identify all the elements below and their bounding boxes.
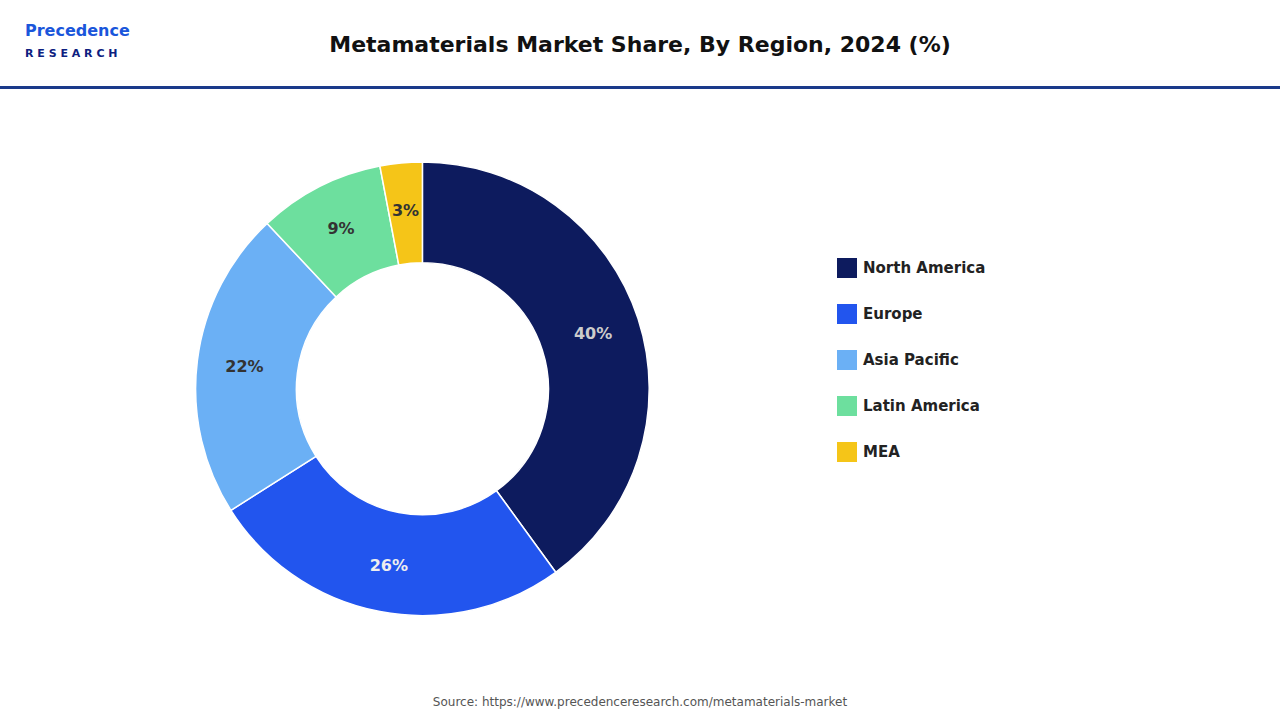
svg-text:3%: 3% (392, 201, 419, 220)
svg-text:22%: 22% (225, 357, 263, 376)
svg-text:9%: 9% (327, 219, 354, 238)
svg-text:North America: North America (863, 259, 985, 277)
svg-text:Metamaterials Market Share, By: Metamaterials Market Share, By Region, 2… (329, 32, 951, 57)
svg-text:40%: 40% (574, 324, 612, 343)
svg-text:Europe: Europe (863, 305, 923, 323)
svg-text:Precedence: Precedence (25, 21, 130, 40)
svg-text:Latin America: Latin America (863, 397, 980, 415)
svg-text:Asia Pacific: Asia Pacific (863, 351, 959, 369)
svg-text:R E S E A R C H: R E S E A R C H (25, 47, 118, 60)
svg-text:MEA: MEA (863, 443, 900, 461)
svg-text:Source: https://www.precedence: Source: https://www.precedenceresearch.c… (433, 695, 848, 709)
svg-text:26%: 26% (370, 556, 408, 575)
